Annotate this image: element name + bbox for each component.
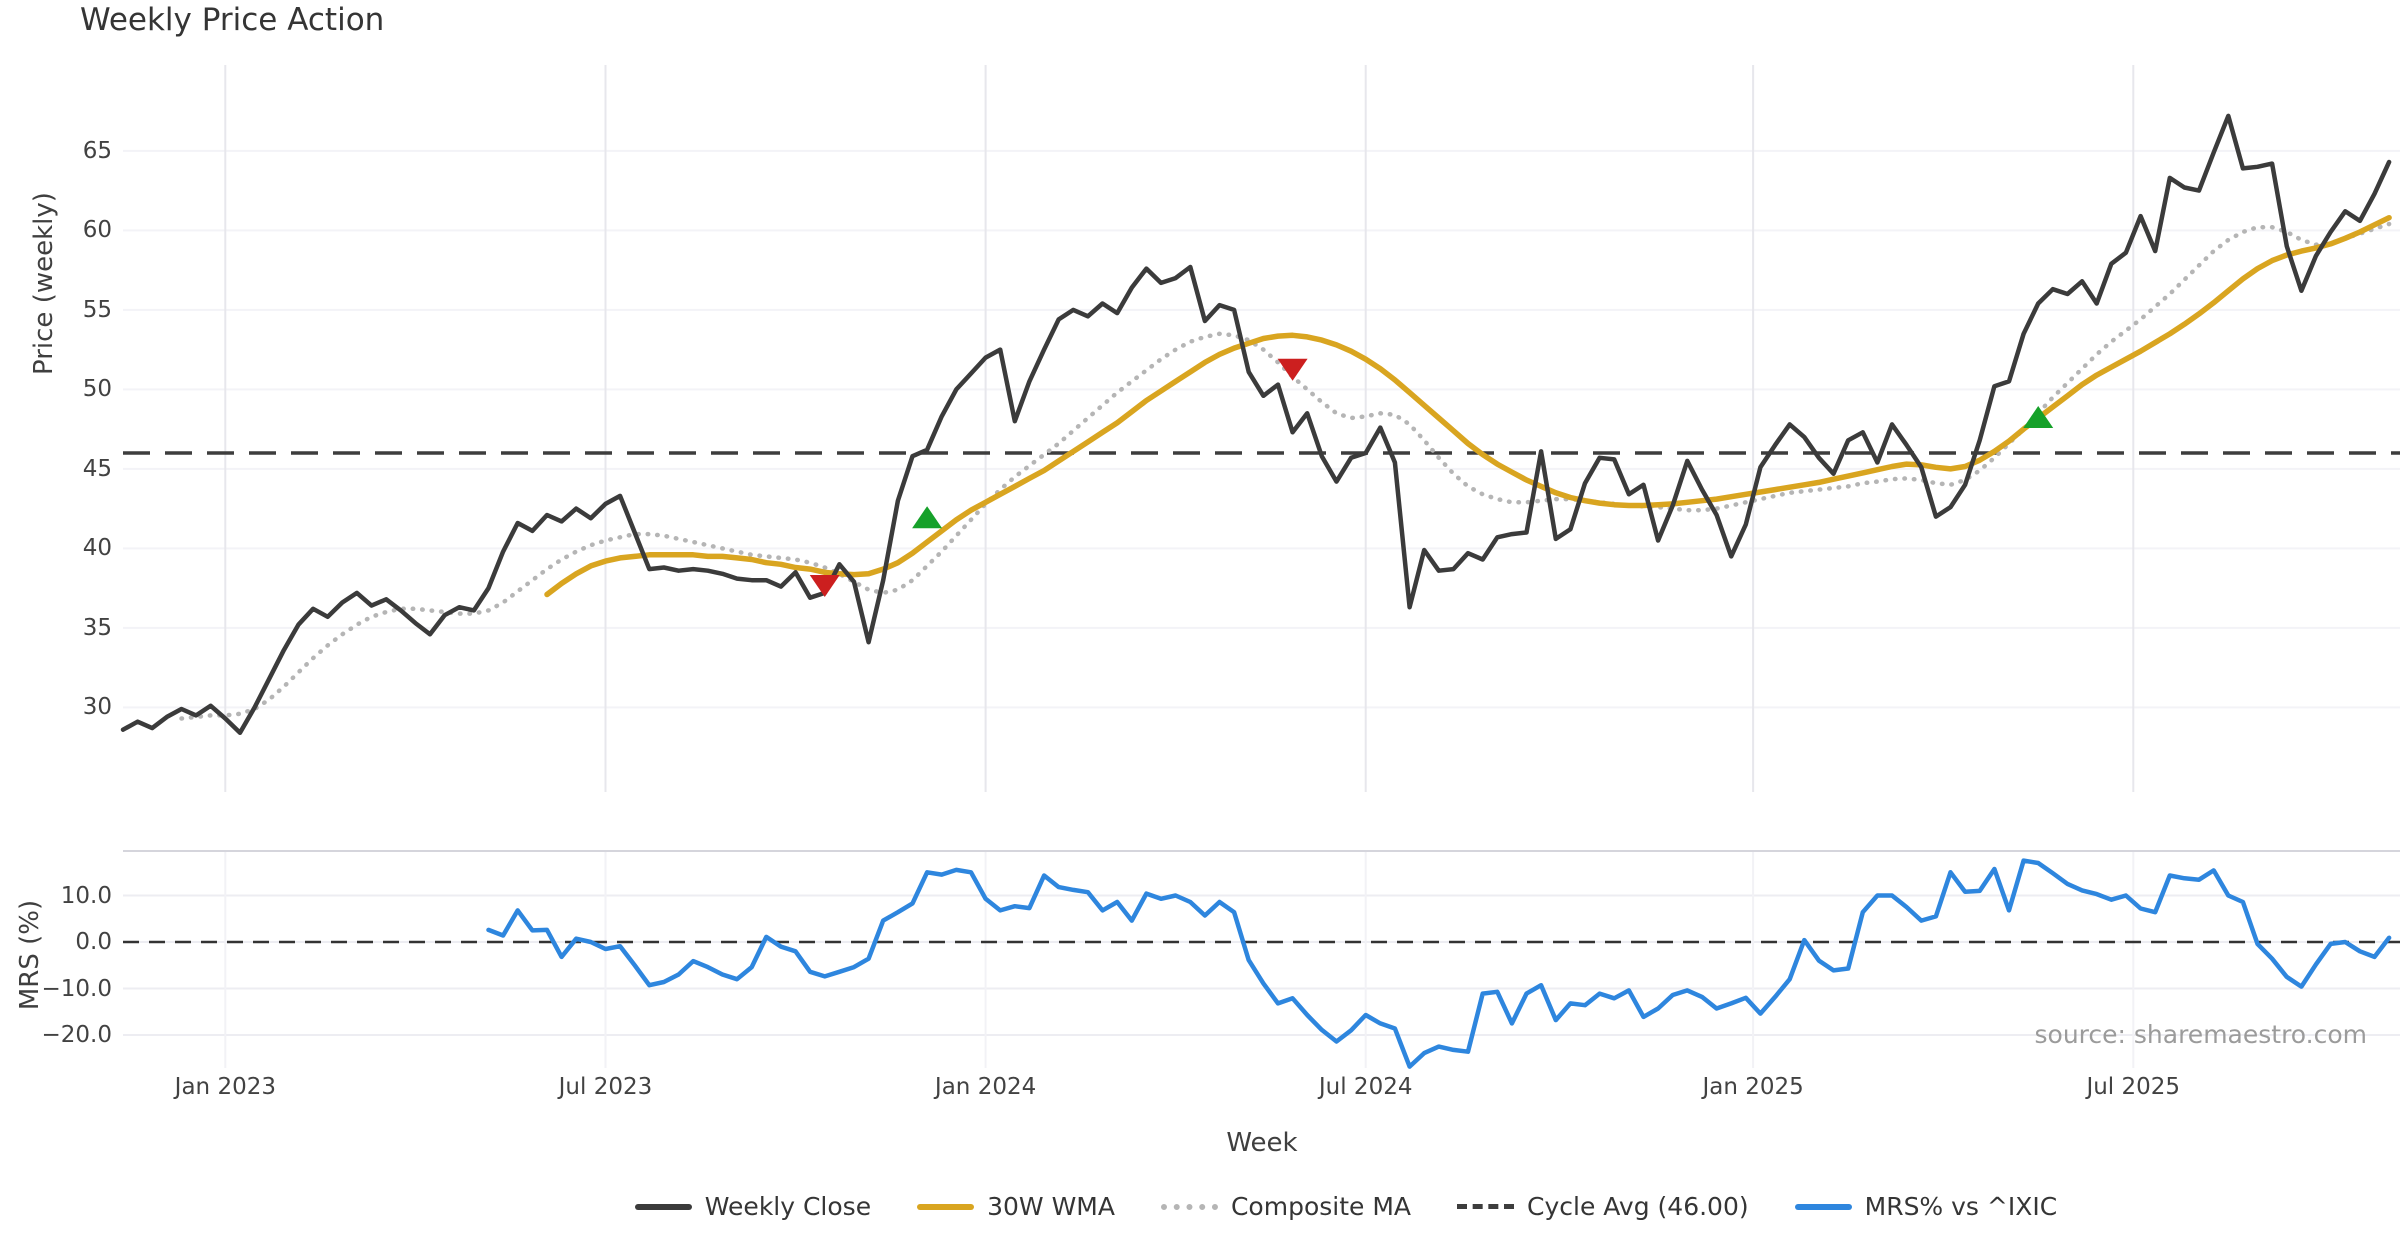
sell-signal-marker xyxy=(1277,358,1308,381)
legend-swatch-weekly-close xyxy=(634,1203,692,1210)
x-tick-label: Jul 2024 xyxy=(1318,1074,1413,1100)
legend-item: Composite MA xyxy=(1160,1192,1412,1221)
x-tick-label: Jan 2024 xyxy=(934,1074,1037,1100)
x-tick-label: Jan 2025 xyxy=(1702,1074,1804,1100)
weekly-close-line xyxy=(120,113,2392,736)
legend-item: 30W WMA xyxy=(917,1192,1115,1221)
legend-swatch-30w-wma xyxy=(917,1203,975,1210)
chart-title: Weekly Price Action xyxy=(80,2,385,38)
x-tick-label: Jul 2023 xyxy=(558,1074,653,1100)
sell-signal-marker xyxy=(809,574,840,597)
legend-label: 30W WMA xyxy=(987,1192,1115,1221)
price-tick-label: 30 xyxy=(82,694,112,721)
legend-swatch-cycle-avg-46-00- xyxy=(1457,1204,1515,1209)
x-tick-label: Jan 2023 xyxy=(174,1074,276,1100)
mrs-tick-label: −10.0 xyxy=(41,975,112,1002)
buy-signal-marker xyxy=(2023,406,2054,429)
wma-30w-line xyxy=(544,214,2392,598)
legend-label: MRS% vs ^IXIC xyxy=(1864,1192,2058,1221)
legend-swatch-composite-ma xyxy=(1160,1203,1218,1210)
source-note: source: sharemaestro.com xyxy=(2034,1020,2368,1049)
legend-item: Cycle Avg (46.00) xyxy=(1457,1192,1749,1221)
mrs-tick-label: 10.0 xyxy=(60,882,112,909)
price-tick-label: 45 xyxy=(82,455,112,482)
legend-swatch-mrs-vs-ixic xyxy=(1794,1203,1852,1210)
price-tick-label: 35 xyxy=(82,614,112,641)
price-tick-label: 50 xyxy=(82,376,112,403)
buy-signal-marker xyxy=(912,506,943,529)
legend-label: Composite MA xyxy=(1230,1192,1412,1221)
x-axis-label: Week xyxy=(1226,1128,1298,1158)
legend-label: Weekly Close xyxy=(704,1192,872,1221)
price-tick-label: 40 xyxy=(82,535,112,562)
price-tick-label: 60 xyxy=(82,217,112,244)
x-tick-label: Jul 2025 xyxy=(2086,1074,2181,1100)
mrs-tick-label: −20.0 xyxy=(41,1022,112,1048)
legend-item: MRS% vs ^IXIC xyxy=(1794,1192,2058,1221)
price-tick-label: 55 xyxy=(82,296,112,323)
mrs-line xyxy=(486,858,2392,1069)
legend-item: Weekly Close xyxy=(634,1192,872,1221)
price-tick-label: 65 xyxy=(82,137,112,164)
mrs-tick-label: 0.0 xyxy=(75,929,112,955)
composite-ma-line xyxy=(179,221,2392,721)
legend-label: Cycle Avg (46.00) xyxy=(1527,1192,1749,1221)
legend: Weekly Close 30W WMA Composite MA Cycle Avg… xyxy=(0,1192,2400,1221)
